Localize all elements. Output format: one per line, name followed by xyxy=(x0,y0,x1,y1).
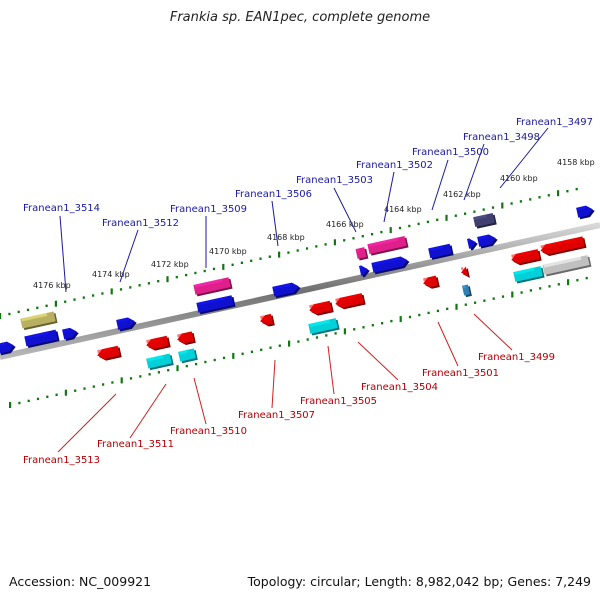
gene-leader-line xyxy=(327,345,335,395)
scale-label: 4164 kbp xyxy=(384,205,422,214)
gene-feature-navy[interactable] xyxy=(473,212,497,229)
gene-feature-gray[interactable] xyxy=(542,255,592,277)
gene-features xyxy=(0,204,596,371)
scale-label: 4158 kbp xyxy=(557,158,595,167)
gene-leader-line xyxy=(271,359,276,409)
gene-feature-steel[interactable] xyxy=(461,284,472,298)
genome-summary: Topology: circular; Length: 8,982,042 bp… xyxy=(247,574,591,589)
scale-label: 4176 kbp xyxy=(33,281,71,290)
gene-leader-line xyxy=(193,377,207,425)
gene-label[interactable]: Franean1_3499 xyxy=(478,352,555,363)
gene-label[interactable]: Franean1_3498 xyxy=(463,132,540,143)
gene-leader-line xyxy=(499,127,549,189)
gene-leader-line xyxy=(473,313,513,351)
gene-label[interactable]: Franean1_3500 xyxy=(412,147,489,158)
scale-label: 4166 kbp xyxy=(326,220,364,229)
gene-leader-line xyxy=(129,383,167,439)
gene-label[interactable]: Franean1_3511 xyxy=(97,439,174,450)
gene-label[interactable]: Franean1_3510 xyxy=(170,426,247,437)
gene-forward[interactable] xyxy=(196,295,236,315)
gene-leader-line xyxy=(437,321,459,367)
gene-forward[interactable] xyxy=(359,264,371,278)
gene-feature-olive[interactable] xyxy=(20,311,58,331)
gene-feature-magenta[interactable] xyxy=(193,277,233,297)
gene-label[interactable]: Franean1_3497 xyxy=(516,117,593,128)
scale-label: 4170 kbp xyxy=(209,247,247,256)
gene-feature-cyan[interactable] xyxy=(146,353,174,371)
gene-leader-line xyxy=(333,187,357,233)
gene-label[interactable]: Franean1_3501 xyxy=(422,368,499,379)
gene-feature-cyan[interactable] xyxy=(513,266,545,284)
gene-forward[interactable] xyxy=(576,204,596,220)
gene-leader-line xyxy=(119,229,139,283)
gene-forward[interactable] xyxy=(428,243,454,260)
scale-label: 4172 kbp xyxy=(151,260,189,269)
gene-forward[interactable] xyxy=(116,316,138,332)
gene-label[interactable]: Franean1_3503 xyxy=(296,175,373,186)
upper-scale-track xyxy=(0,187,578,319)
gene-leader-line xyxy=(59,215,67,293)
gene-reverse[interactable] xyxy=(539,236,587,257)
gene-reverse[interactable] xyxy=(308,300,334,317)
gene-forward[interactable] xyxy=(62,326,80,342)
gene-reverse[interactable] xyxy=(96,345,122,362)
scale-label: 4160 kbp xyxy=(500,174,538,183)
gene-forward[interactable] xyxy=(467,237,479,251)
gene-label[interactable]: Franean1_3509 xyxy=(170,204,247,215)
gene-leader-line xyxy=(383,171,395,223)
gene-label[interactable]: Franean1_3504 xyxy=(361,382,438,393)
dna-backbone xyxy=(0,222,600,360)
gene-forward[interactable] xyxy=(272,281,301,299)
gene-forward[interactable] xyxy=(477,233,499,249)
gene-reverse[interactable] xyxy=(460,266,470,279)
gene-reverse[interactable] xyxy=(510,249,542,267)
gene-leader-line xyxy=(431,159,449,211)
scale-ticks xyxy=(0,187,588,408)
gene-forward[interactable] xyxy=(371,255,410,275)
gene-feature-magenta[interactable] xyxy=(367,236,409,256)
scale-label: 4168 kbp xyxy=(267,233,305,242)
gene-reverse[interactable] xyxy=(334,293,366,311)
gene-feature-cyan[interactable] xyxy=(178,348,198,364)
gene-feature-cyan[interactable] xyxy=(308,318,340,336)
gene-leader-line xyxy=(57,393,117,453)
gene-reverse[interactable] xyxy=(145,335,171,352)
lower-scale-track xyxy=(9,276,588,408)
gene-reverse[interactable] xyxy=(259,313,275,329)
gene-forward[interactable] xyxy=(0,340,17,356)
gene-label[interactable]: Franean1_3512 xyxy=(102,218,179,229)
gene-leader-line xyxy=(357,341,399,381)
gene-label[interactable]: Franean1_3505 xyxy=(300,396,377,407)
scale-label: 4174 kbp xyxy=(92,270,130,279)
gene-leader-line xyxy=(463,143,485,201)
page-title: Frankia sp. EAN1pec, complete genome xyxy=(169,10,431,25)
scale-label: 4162 kbp xyxy=(443,190,481,199)
labels: 4158 kbp 4160 kbp 4162 kbp 4164 kbp 4166 kbp… xyxy=(23,117,595,466)
gene-label[interactable]: Franean1_3507 xyxy=(238,410,315,421)
gene-label[interactable]: Franean1_3502 xyxy=(356,160,433,171)
gene-reverse[interactable] xyxy=(176,331,196,346)
gene-label[interactable]: Franean1_3514 xyxy=(23,203,100,214)
gene-label[interactable]: Franean1_3513 xyxy=(23,455,100,466)
accession-label: Accession: NC_009921 xyxy=(9,574,152,589)
gene-forward[interactable] xyxy=(24,329,60,348)
gene-leader-line xyxy=(271,200,279,247)
gene-reverse[interactable] xyxy=(422,275,440,290)
gene-feature-magenta[interactable] xyxy=(355,247,369,261)
gene-label[interactable]: Franean1_3506 xyxy=(235,189,312,200)
